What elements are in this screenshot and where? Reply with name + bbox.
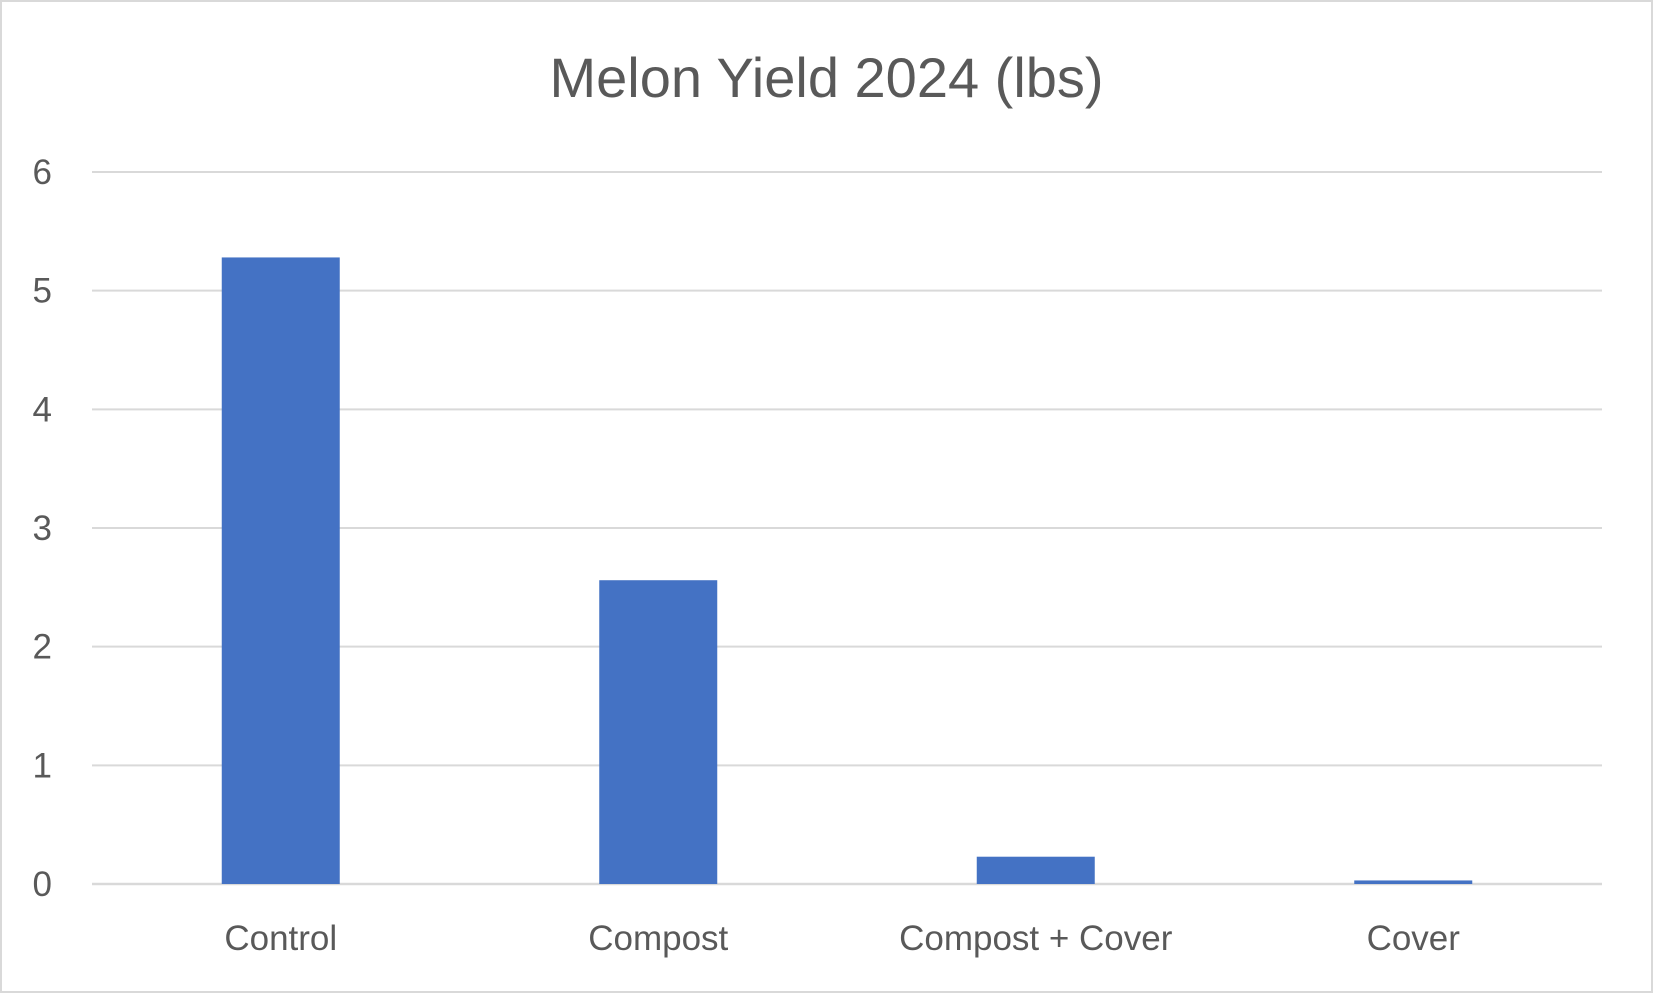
bars — [221, 257, 1473, 884]
x-category-label: Cover — [1367, 919, 1461, 958]
y-tick-label: 3 — [33, 509, 52, 548]
x-category-label: Compost — [588, 919, 728, 958]
y-tick-label: 5 — [33, 272, 52, 311]
bar-control — [221, 257, 340, 884]
y-axis-tick-labels: 0 1 2 3 4 5 6 — [33, 153, 52, 904]
y-tick-label: 4 — [33, 390, 52, 429]
x-axis-category-labels: Control Compost Compost + Cover Cover — [224, 919, 1460, 958]
bar-compost — [599, 580, 718, 884]
y-tick-label: 0 — [33, 865, 52, 904]
x-category-label: Compost + Cover — [899, 919, 1173, 958]
x-category-label: Control — [224, 919, 337, 958]
bar-compost-cover — [976, 856, 1095, 884]
y-tick-label: 2 — [33, 628, 52, 667]
bar-cover — [1354, 880, 1473, 884]
y-tick-label: 1 — [33, 746, 52, 785]
gridlines — [92, 171, 1602, 886]
chart-title: Melon Yield 2024 (lbs) — [549, 46, 1104, 109]
y-tick-label: 6 — [33, 153, 52, 192]
